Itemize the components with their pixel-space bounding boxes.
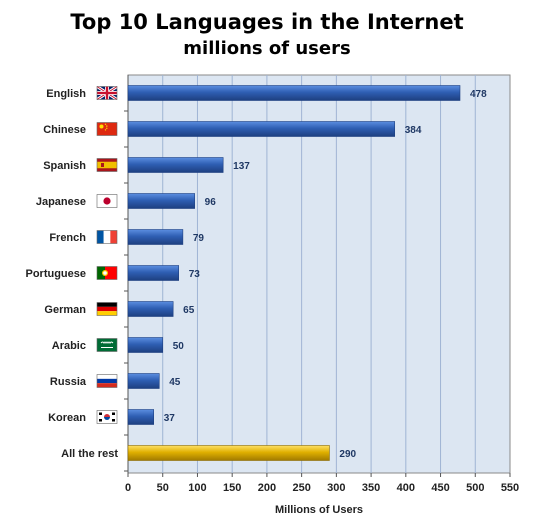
portugal-flag-icon: [96, 266, 118, 280]
category-label: Russia: [50, 376, 87, 388]
data-label: 50: [173, 341, 185, 352]
data-label: 79: [193, 233, 205, 244]
bar: [127, 157, 224, 173]
category-label: French: [49, 232, 86, 244]
category-label: Chinese: [43, 124, 86, 136]
bar: [127, 85, 461, 101]
saudi-arabia-flag-icon: [96, 338, 118, 352]
x-tick-label: 550: [501, 482, 519, 494]
category-label: All the rest: [61, 448, 118, 460]
japan-flag-icon: [96, 194, 118, 208]
data-label: 478: [470, 89, 487, 100]
south-korea-flag-icon: [96, 410, 118, 424]
bar: [127, 301, 174, 317]
category-label: English: [46, 88, 86, 100]
data-label: 65: [183, 305, 195, 316]
bar: [127, 409, 154, 425]
bar-all-the-rest: [127, 445, 330, 461]
category-label: Japanese: [36, 196, 86, 208]
data-label: 384: [405, 125, 422, 136]
russia-flag-icon: [96, 374, 118, 388]
bar: [127, 229, 184, 245]
bar: [127, 337, 164, 353]
x-axis-title: Millions of Users: [275, 504, 363, 516]
bar: [127, 193, 195, 209]
x-tick-label: 400: [397, 482, 415, 494]
bar: [127, 373, 160, 389]
x-tick-label: 50: [157, 482, 169, 494]
x-tick-label: 100: [188, 482, 206, 494]
chart-subtitle: millions of users: [183, 38, 351, 59]
uk-flag-icon: [96, 85, 118, 101]
x-tick-label: 200: [258, 482, 276, 494]
x-tick-label: 350: [362, 482, 380, 494]
data-label: 290: [339, 449, 356, 460]
data-label: 37: [164, 413, 176, 424]
france-flag-icon: [96, 230, 118, 244]
category-label: Arabic: [52, 340, 86, 352]
x-tick-label: 300: [327, 482, 345, 494]
data-label: 137: [233, 161, 250, 172]
data-label: 73: [189, 269, 201, 280]
bar: [127, 121, 396, 137]
chart-title: Top 10 Languages in the Internet: [70, 10, 464, 34]
data-label: 45: [169, 377, 181, 388]
x-tick-label: 450: [431, 482, 449, 494]
category-label: Korean: [48, 412, 86, 424]
category-label: German: [44, 304, 86, 316]
x-tick-label: 0: [125, 482, 131, 494]
data-label: 96: [205, 197, 217, 208]
x-tick-label: 150: [223, 482, 241, 494]
bar: [127, 265, 180, 281]
spain-flag-icon: [96, 158, 118, 172]
germany-flag-icon: [96, 302, 118, 316]
category-label: Portuguese: [25, 268, 86, 280]
x-tick-label: 250: [292, 482, 310, 494]
china-flag-icon: [96, 122, 118, 136]
category-label: Spanish: [43, 160, 86, 172]
plot-area: [127, 74, 511, 474]
x-tick-label: 500: [466, 482, 484, 494]
